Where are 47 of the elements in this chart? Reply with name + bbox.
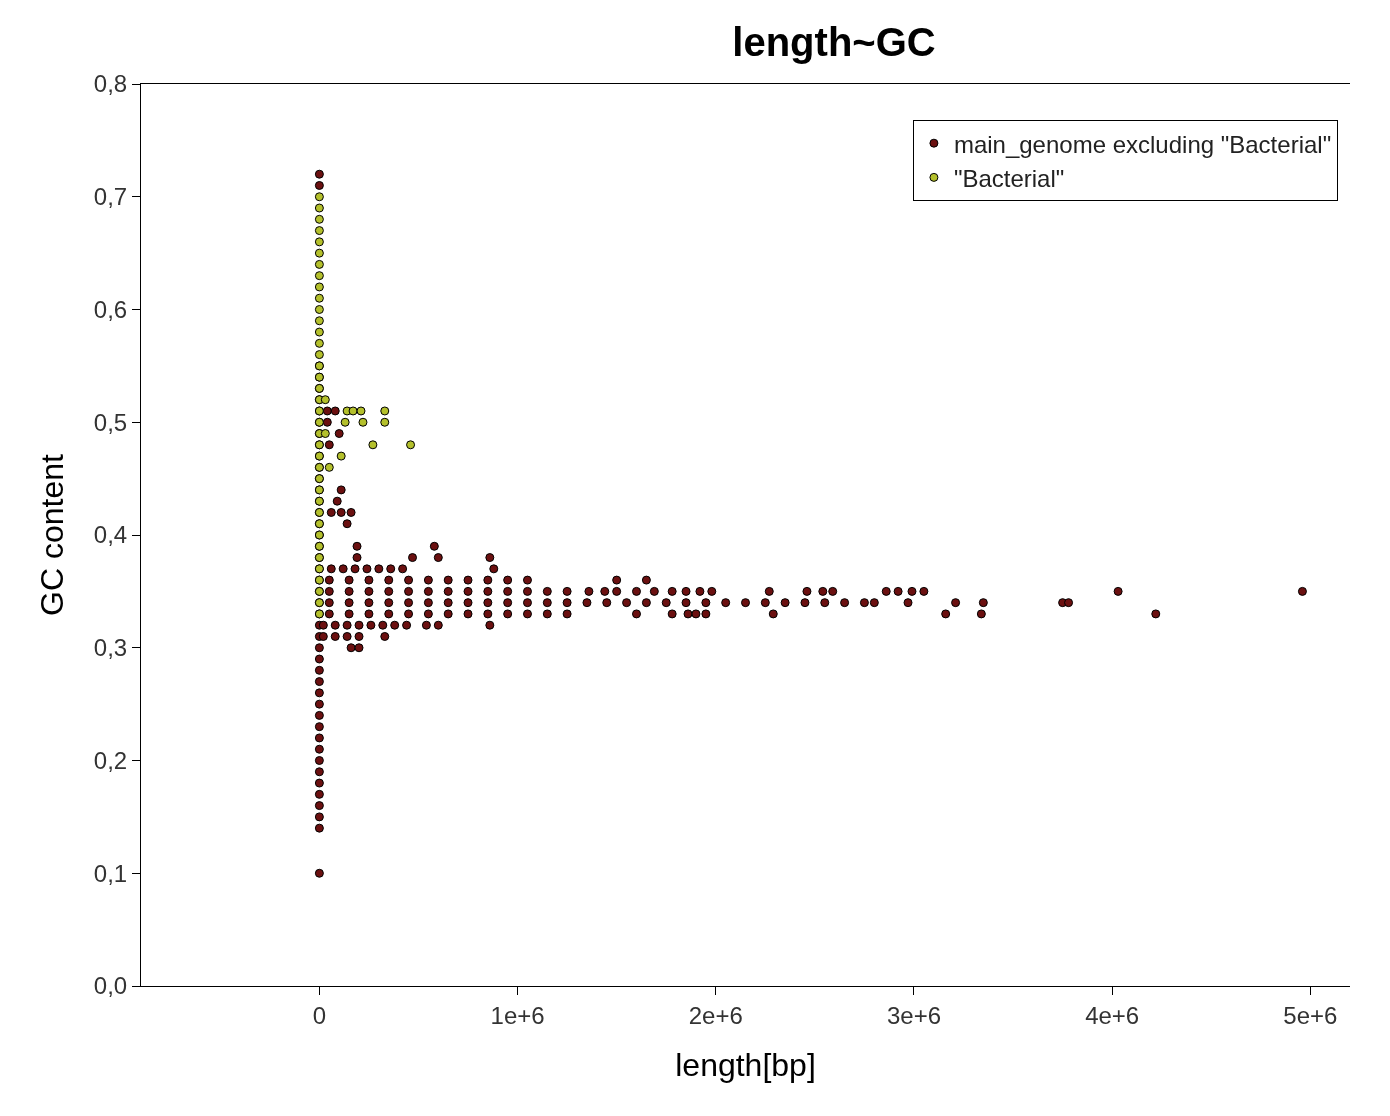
- point: [358, 417, 368, 427]
- point: [314, 259, 324, 269]
- point: [320, 395, 330, 405]
- x-tick-label: 0: [312, 1001, 327, 1029]
- point: [406, 440, 416, 450]
- point: [314, 316, 324, 326]
- legend-label: main_genome excluding "Bacterial": [953, 130, 1332, 158]
- y-tick-label: 0,6: [93, 295, 128, 323]
- point: [340, 417, 350, 427]
- point: [314, 350, 324, 360]
- y-tick-label: 0,2: [93, 746, 128, 774]
- point: [380, 417, 390, 427]
- y-tick-label: 0,3: [93, 634, 128, 662]
- y-tick-label: 0,5: [93, 408, 128, 436]
- y-tick-label: 0,0: [93, 972, 128, 1000]
- y-tick-label: 0,8: [93, 70, 128, 98]
- point: [368, 440, 378, 450]
- x-tick-label: 2e+6: [688, 1001, 743, 1029]
- point: [314, 282, 324, 292]
- x-tick-label: 1e+6: [490, 1001, 545, 1029]
- point: [314, 305, 324, 314]
- point: [320, 429, 330, 439]
- point: [314, 237, 324, 247]
- y-tick-label: 0,7: [93, 183, 128, 211]
- point: [314, 338, 324, 348]
- point: [336, 451, 346, 461]
- x-tick-label: 4e+6: [1085, 1001, 1140, 1029]
- point: [348, 406, 358, 416]
- x-tick-label: 5e+6: [1283, 1001, 1338, 1029]
- point: [314, 226, 324, 236]
- x-tick-label: 3e+6: [886, 1001, 941, 1029]
- point: [356, 406, 366, 416]
- point: [314, 327, 324, 337]
- point: [314, 248, 324, 258]
- legend-label: "Bacterial": [953, 164, 1065, 192]
- point: [314, 214, 324, 224]
- chart-title: length~GC: [732, 19, 936, 64]
- y-tick-label: 0,1: [93, 859, 128, 887]
- y-axis-title: GC content: [34, 453, 71, 616]
- point: [324, 462, 334, 472]
- point: [314, 293, 324, 303]
- point: [380, 406, 390, 416]
- point: [314, 192, 324, 202]
- y-tick-label: 0,4: [93, 521, 128, 549]
- x-axis-title: length[bp]: [675, 1046, 816, 1083]
- point: [314, 203, 324, 213]
- point: [314, 271, 324, 281]
